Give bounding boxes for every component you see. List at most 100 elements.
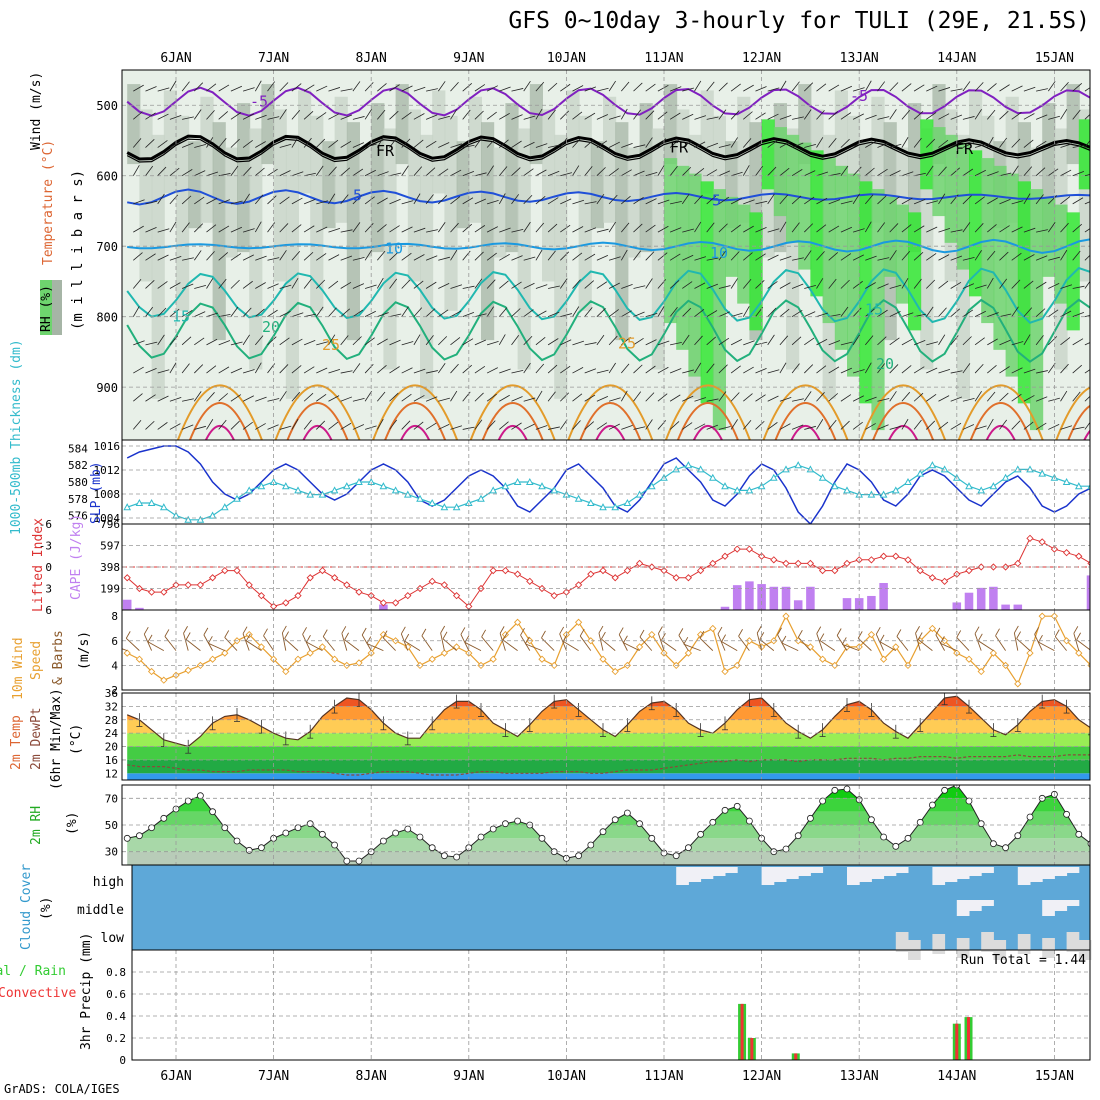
wind-barb: [328, 87, 341, 92]
thickness-line: [127, 464, 1090, 521]
wind-barb: [511, 88, 524, 92]
rh2m-marker: [160, 814, 168, 822]
wind-barb: [779, 423, 791, 430]
wind-barb: [413, 254, 425, 261]
wind-barb: [291, 250, 301, 261]
wind-barb-10m: [460, 634, 470, 651]
temp-contour-25: [372, 384, 459, 440]
ylabel-slp: SLP (mb): [89, 461, 104, 524]
wind-barb: [535, 222, 545, 233]
wind-barb: [682, 422, 693, 430]
wind-barb: [377, 224, 387, 233]
wind-barb: [1023, 193, 1031, 205]
wind-barb: [889, 337, 900, 346]
wind-barb: [255, 141, 266, 148]
wind-barb-feather: [579, 628, 585, 637]
wind-speed-marker: [733, 661, 741, 670]
wind-barb: [450, 143, 463, 148]
cape-bar: [867, 595, 876, 610]
wind-barb: [974, 363, 984, 374]
wind-barb: [792, 398, 804, 402]
thickness-marker: [440, 503, 449, 511]
wind-barb: [413, 280, 424, 289]
contour-label: FR: [955, 140, 974, 158]
wind-barb: [230, 306, 239, 317]
wind-barb: [230, 279, 240, 289]
cloud-low-patch: [895, 932, 909, 952]
wind-barb: [706, 116, 719, 120]
wind-barb: [657, 138, 667, 148]
wind-barb-10m: [224, 637, 238, 651]
rh2m-tick: 30: [105, 846, 118, 859]
wind-barb: [901, 338, 913, 346]
wind-barb: [267, 142, 279, 148]
wind-barb-10m: [147, 641, 165, 652]
wind-barb: [645, 224, 656, 233]
rh2m-marker: [294, 824, 302, 832]
wind-barb: [645, 365, 656, 374]
rh-shade-cell: [737, 96, 751, 223]
thickness-marker: [977, 486, 986, 494]
wind-barb: [791, 142, 804, 148]
wind-barb: [694, 335, 703, 346]
wind-barb: [669, 253, 681, 261]
thickness-marker: [477, 494, 485, 502]
wind-barb: [767, 422, 778, 430]
cloud-clear-high: [688, 867, 702, 882]
temp-contour-30: [1067, 404, 1090, 440]
wind-barb: [669, 394, 681, 402]
cloud-clear-high: [786, 867, 799, 879]
wind-barb: [730, 278, 738, 289]
wind-barb: [694, 168, 705, 177]
cape-bar: [781, 586, 791, 610]
wind-barb: [426, 370, 438, 374]
wind-barb: [535, 196, 546, 205]
wind-barb: [523, 423, 535, 430]
wind-speed-marker: [721, 667, 729, 676]
wind-barb: [608, 423, 620, 430]
wind-barb: [974, 284, 987, 289]
li-marker: [916, 566, 924, 575]
precip-conv-bar: [794, 1053, 798, 1060]
wind-barb: [742, 306, 750, 317]
wind-barb: [608, 168, 619, 177]
rh-shade-cell: [371, 103, 385, 253]
rh2m-marker: [416, 833, 424, 841]
thickness-marker: [940, 465, 949, 473]
wind-barb-feather: [717, 626, 723, 635]
wind-barb-feather: [125, 631, 131, 639]
wind-barb: [645, 198, 657, 205]
wind-barb: [450, 196, 461, 205]
wind-barb: [828, 111, 839, 120]
wind-barb: [389, 172, 402, 177]
wind-barb: [145, 279, 155, 289]
wind-barb: [620, 390, 628, 402]
ylabel-cloud: Cloud Cover: [19, 864, 34, 950]
lifted-cape-plot: [122, 534, 1090, 610]
wind-barb-10m: [717, 633, 726, 651]
thickness-marker: [330, 486, 339, 494]
cloud-low-patch: [932, 934, 946, 954]
wind-barb: [523, 141, 535, 148]
wind-barb-feather: [819, 633, 825, 641]
wind-barb: [804, 364, 814, 374]
wind-barb: [730, 137, 738, 148]
wind-barb: [620, 249, 628, 261]
temp-contour-35: [595, 424, 626, 440]
wind-barb: [816, 110, 825, 120]
wind-barb: [242, 307, 252, 317]
wind-barb-feather: [322, 629, 328, 637]
wind-barb: [840, 367, 853, 374]
wind-barb: [364, 363, 374, 374]
cape-bar: [842, 598, 852, 610]
wind-barb: [230, 112, 242, 120]
wind-barb: [364, 82, 374, 92]
wind-barb: [181, 363, 190, 374]
wind-barb: [291, 277, 299, 289]
wind-barb: [352, 363, 361, 374]
cape-tick: 199: [100, 583, 120, 596]
wind-barb: [596, 255, 609, 261]
wind-barb: [486, 85, 498, 92]
wind-barb: [584, 227, 597, 233]
wind-barb: [486, 252, 497, 261]
